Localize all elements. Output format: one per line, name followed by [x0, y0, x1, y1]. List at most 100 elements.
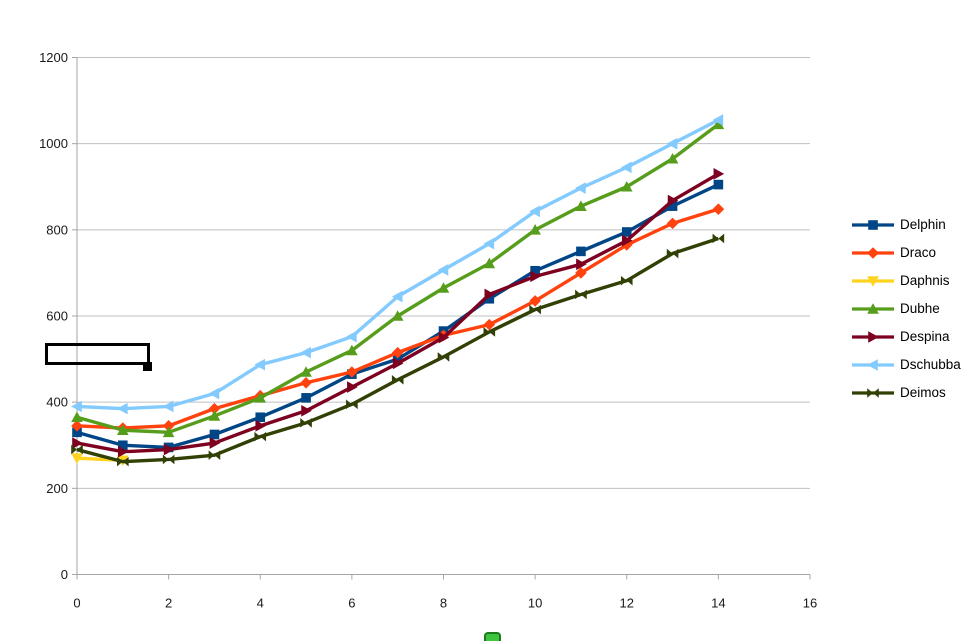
series-marker-dschubba: [483, 237, 495, 250]
series-marker-dschubba: [712, 114, 724, 126]
legend-marker-triangle-left-icon: [852, 358, 894, 371]
y-tick-label: 600: [46, 309, 68, 324]
series-marker-despina: [209, 437, 221, 449]
y-tick-label: 1000: [39, 136, 68, 151]
series-marker-draco: [666, 217, 679, 230]
series-marker-deimos: [162, 454, 175, 465]
series-marker-dschubba: [117, 402, 128, 415]
legend-marker-square-icon: [852, 219, 894, 230]
series-marker-despina: [576, 258, 587, 271]
series-marker-deimos: [117, 456, 129, 467]
x-tick-label: 14: [711, 596, 725, 611]
series-marker-despina: [438, 331, 450, 344]
series-marker-deimos: [300, 418, 312, 428]
series-marker-delphin: [255, 412, 266, 423]
series-marker-draco: [483, 318, 496, 331]
series-marker-despina: [255, 420, 267, 432]
series-marker-despina: [621, 234, 633, 247]
y-tick-label: 400: [46, 395, 68, 410]
series-marker-deimos: [391, 374, 404, 385]
series-marker-dubhe: [666, 152, 679, 164]
series-marker-deimos: [483, 327, 496, 337]
legend-item-dubhe: Dubhe: [851, 298, 961, 319]
clipped-green-icon[interactable]: [484, 632, 501, 641]
x-tick-label: 10: [528, 596, 542, 611]
series-marker-dubhe: [162, 426, 175, 438]
legend-item-despina: Despina: [851, 326, 961, 347]
legend-label: Draco: [900, 245, 937, 260]
series-marker-dschubba: [575, 182, 586, 194]
series-marker-despina: [301, 404, 312, 417]
legend-item-daphnis: Daphnis: [851, 270, 961, 291]
series-marker-draco: [71, 420, 83, 432]
series-marker-dschubba: [666, 137, 678, 150]
y-tick-label: 0: [61, 567, 68, 582]
series-marker-dubhe: [575, 200, 587, 211]
series-marker-dschubba: [300, 346, 311, 359]
legend-label: Deimos: [900, 385, 946, 400]
series-marker-deimos: [620, 275, 633, 286]
legend-marker-bowtie-icon: [852, 387, 894, 398]
series-marker-draco: [162, 420, 175, 432]
series-marker-dubhe: [71, 411, 83, 423]
series-marker-despina: [392, 357, 404, 370]
series-marker-dubhe: [391, 310, 404, 321]
series-marker-draco: [300, 376, 312, 389]
series-marker-delphin: [713, 179, 724, 190]
series-marker-daphnis: [71, 453, 83, 464]
resize-handle[interactable]: [143, 362, 152, 371]
series-marker-dschubba: [620, 161, 632, 174]
chart-legend[interactable]: Delphin Draco Daphnis Dubhe Despina Dschubba D…: [851, 214, 961, 403]
series-marker-draco: [391, 346, 404, 359]
series-marker-dschubba: [254, 358, 266, 371]
series-marker-dschubba: [346, 330, 357, 343]
series-marker-delphin: [301, 393, 311, 403]
series-marker-deimos: [529, 304, 541, 315]
series-marker-dubhe: [300, 366, 312, 377]
series-marker-draco: [346, 366, 358, 378]
series-marker-dubhe: [529, 224, 541, 235]
series-marker-dschubba: [437, 264, 449, 276]
x-tick-label: 0: [73, 596, 80, 611]
series-marker-dubhe: [712, 118, 725, 130]
series-marker-delphin: [576, 246, 586, 257]
series-marker-dschubba: [529, 205, 540, 218]
x-tick-label: 2: [165, 596, 172, 611]
x-tick-label: 4: [257, 596, 264, 611]
series-marker-dubhe: [117, 424, 129, 435]
series-marker-despina: [667, 194, 679, 207]
series-marker-deimos: [666, 248, 679, 259]
annotation-rectangle[interactable]: [45, 343, 150, 365]
series-marker-deimos: [575, 289, 587, 300]
series-marker-deimos: [346, 399, 358, 410]
series-marker-despina: [713, 168, 725, 180]
series-marker-dubhe: [437, 282, 450, 293]
series-marker-delphin: [209, 429, 220, 440]
legend-item-draco: Draco: [851, 242, 961, 263]
x-tick-label: 16: [803, 596, 817, 611]
series-marker-deimos: [437, 352, 450, 362]
series-marker-despina: [118, 445, 129, 458]
series-marker-despina: [72, 437, 83, 449]
series-marker-deimos: [712, 233, 725, 244]
legend-item-delphin: Delphin: [851, 214, 961, 235]
series-marker-despina: [163, 443, 175, 456]
series-marker-delphin: [621, 227, 632, 237]
series-marker-dubhe: [208, 410, 221, 421]
series-marker-deimos: [208, 450, 221, 460]
x-tick-label: 8: [440, 596, 447, 611]
legend-label: Daphnis: [900, 273, 950, 288]
series-marker-deimos: [71, 444, 83, 455]
series-marker-dschubba: [391, 290, 403, 303]
legend-label: Dschubba: [900, 357, 961, 372]
legend-label: Dubhe: [900, 301, 940, 316]
legend-marker-triangle-up-icon: [852, 302, 894, 314]
legend-item-dschubba: Dschubba: [851, 354, 961, 375]
legend-label: Despina: [900, 329, 950, 344]
series-marker-deimos: [254, 431, 267, 442]
y-tick-label: 800: [46, 222, 68, 237]
series-marker-dubhe: [620, 180, 633, 192]
